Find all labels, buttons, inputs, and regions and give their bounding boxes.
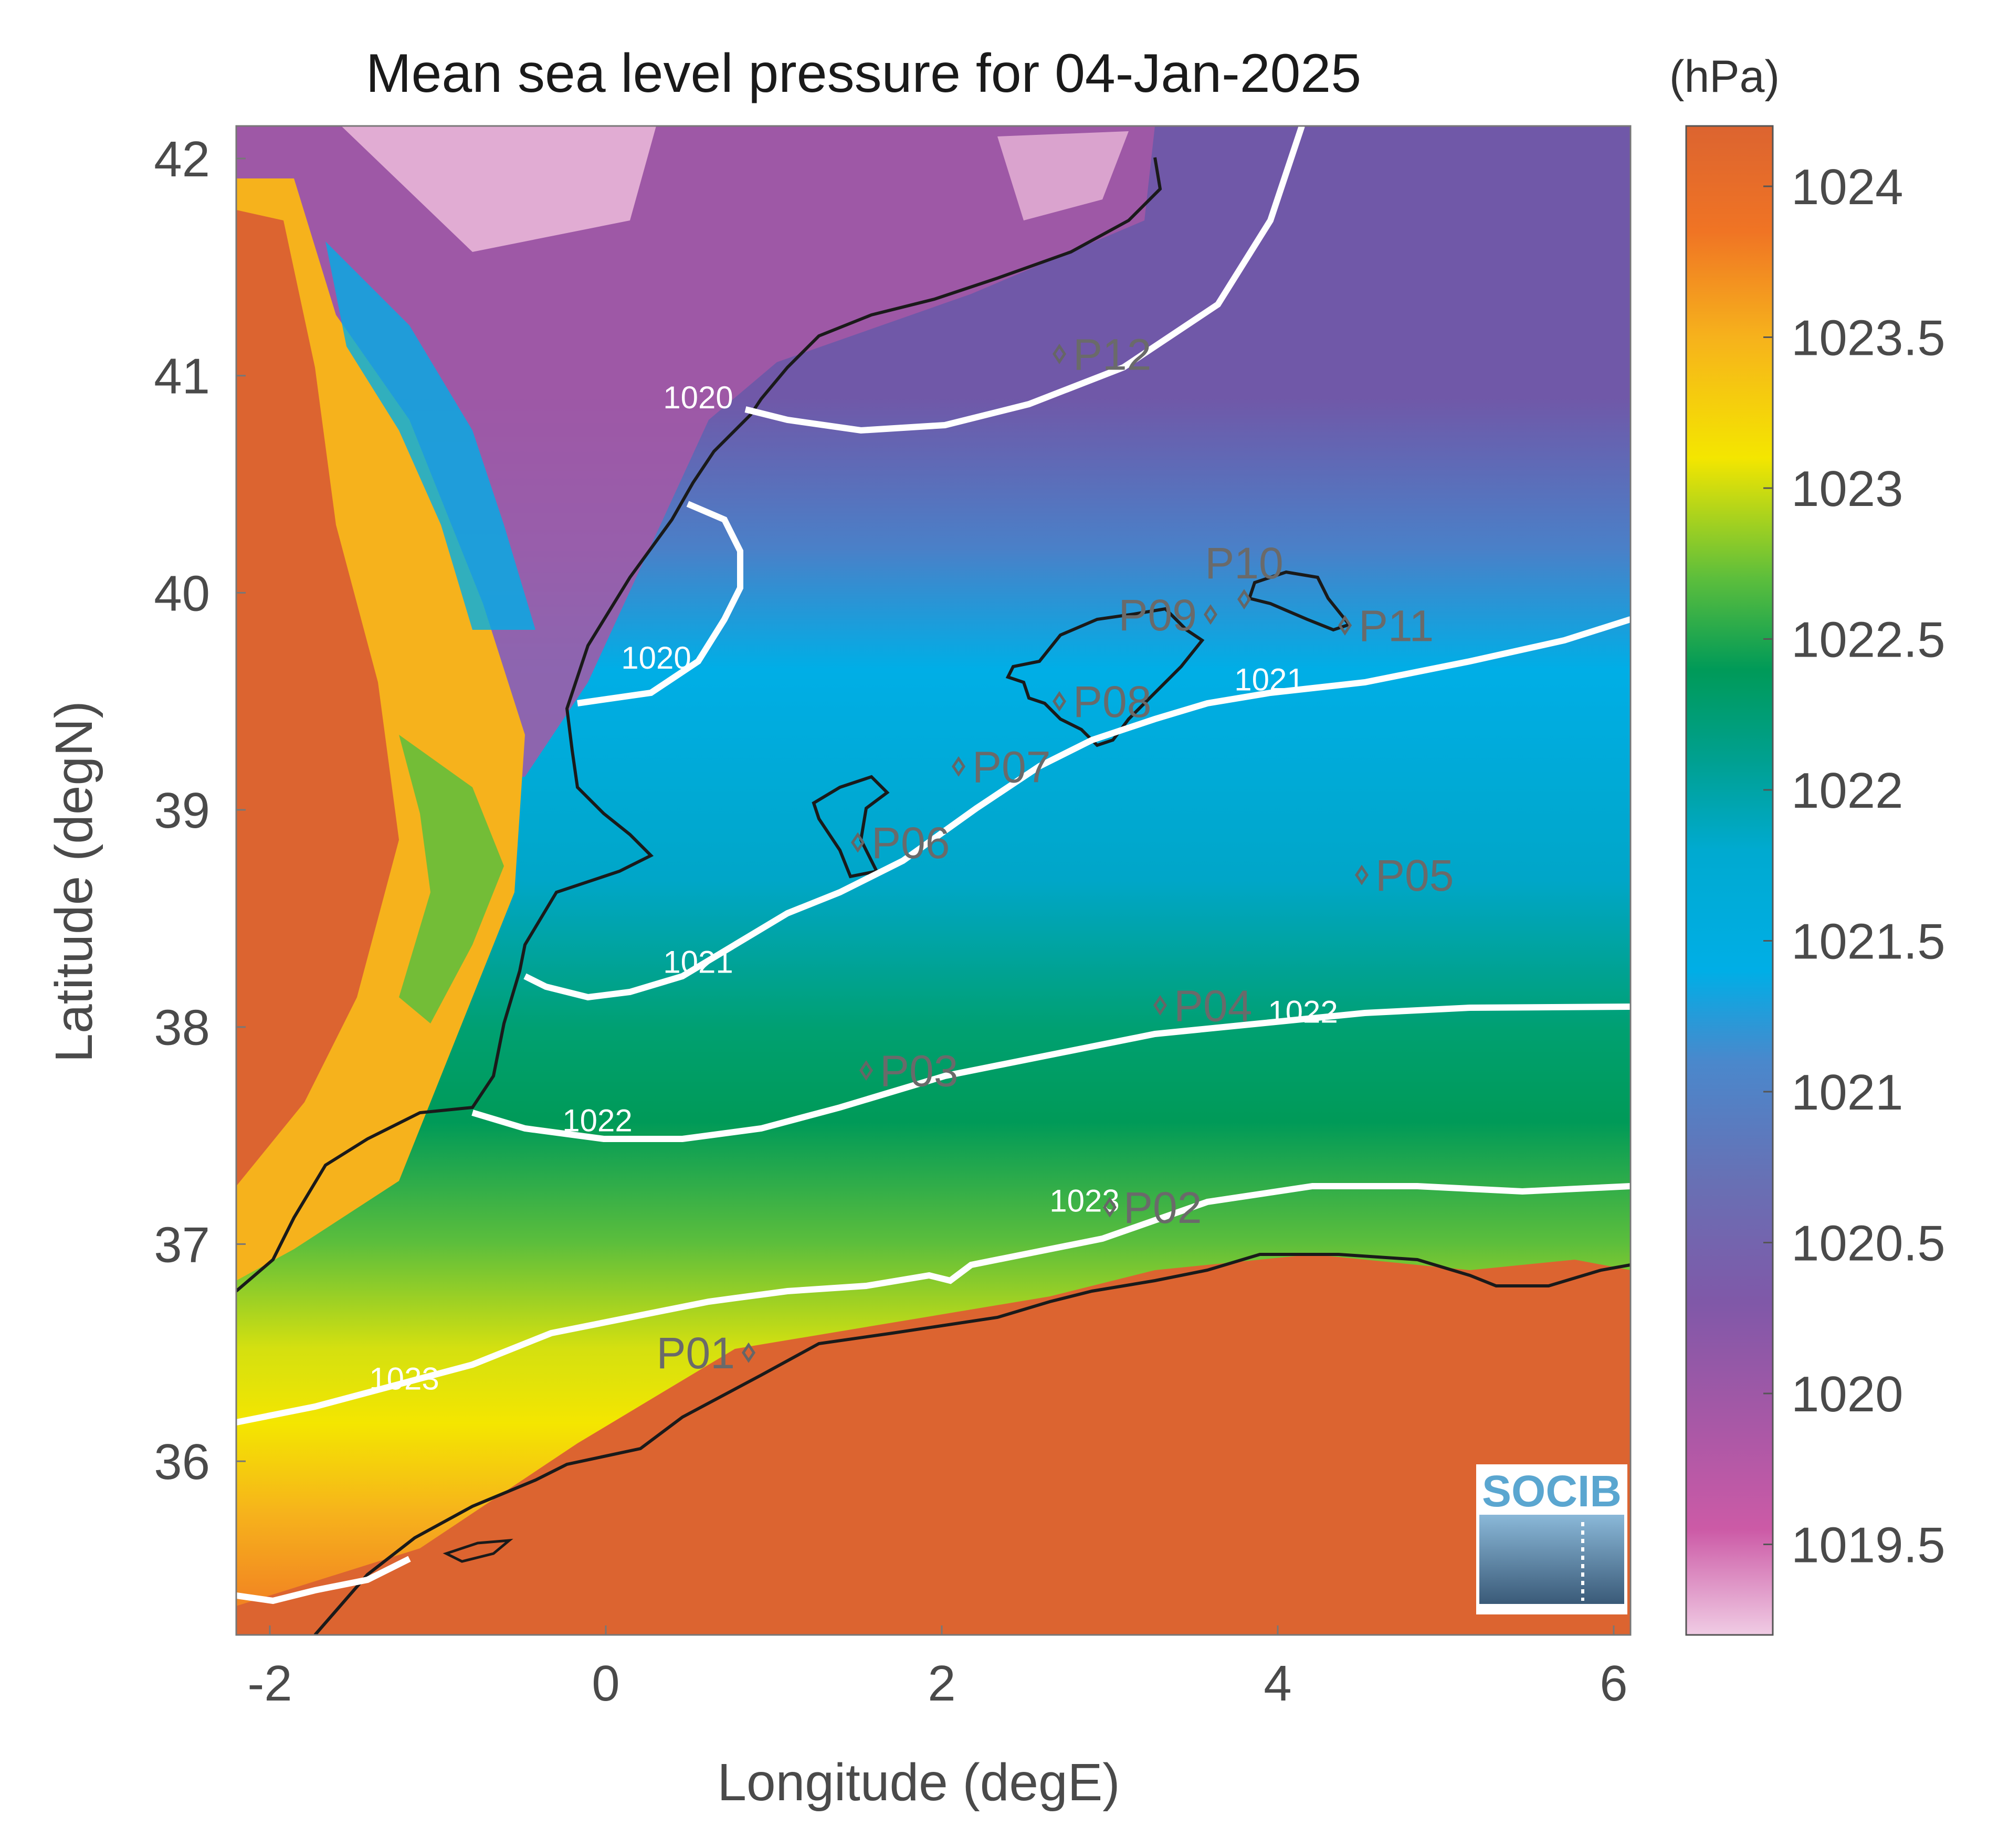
x-tick-label: 2 <box>928 1655 955 1712</box>
station-label: P05 <box>1375 851 1454 900</box>
colorbar-unit: (hPa) <box>1669 51 1780 102</box>
contour-label: 1020 <box>663 380 733 415</box>
socib-logo: SOCIB <box>1476 1464 1627 1614</box>
station-marker <box>1237 589 1251 610</box>
colorbar-tick-label: 1023 <box>1791 461 1903 517</box>
y-tick-label: 39 <box>154 783 210 839</box>
station-label: P09 <box>1119 590 1197 640</box>
contour-label: 1022 <box>1268 994 1338 1029</box>
colorbar-tick-label: 1020.5 <box>1791 1216 1945 1272</box>
chart-title: Mean sea level pressure for 04-Jan-2025 <box>366 43 1361 104</box>
station-label: P02 <box>1123 1183 1202 1232</box>
y-tick-label: 38 <box>154 1000 210 1056</box>
station-marker <box>1153 995 1167 1016</box>
station-label: P04 <box>1174 981 1252 1030</box>
station-marker <box>1052 691 1067 712</box>
africa-coastline <box>313 1253 1631 1635</box>
mallorca-coastline <box>1005 607 1205 747</box>
contour-1020-north <box>744 126 1305 434</box>
colorbar-tick-label: 1021.5 <box>1791 914 1945 970</box>
contour-label: 1022 <box>562 1103 632 1138</box>
x-axis-label: Longitude (degE) <box>717 1753 1120 1812</box>
y-tick-label: 42 <box>154 131 210 187</box>
station-label: P12 <box>1073 330 1151 379</box>
station-label: P08 <box>1073 677 1151 726</box>
colorbar-tick-label: 1019.5 <box>1791 1517 1945 1574</box>
contour-label: 1021 <box>663 944 733 979</box>
contour-label: 1021 <box>1234 662 1304 698</box>
africa-pressure-high <box>236 1254 1631 1635</box>
colorbar <box>1685 125 1774 1636</box>
station-marker <box>951 756 966 777</box>
contour-1022 <box>471 1004 1631 1142</box>
x-axis-ticks: -2 0 2 4 6 <box>247 1625 1628 1712</box>
logo-text: SOCIB <box>1482 1466 1622 1516</box>
station-label: P10 <box>1205 538 1283 588</box>
colorbar-ticks: 1019.5 1020 1020.5 1021 1021.5 1022 1022.5 1023… <box>1763 159 1945 1574</box>
station-label: P03 <box>880 1046 958 1095</box>
alboran-island-coastline <box>443 1538 513 1563</box>
contour-1021 <box>523 616 1631 1001</box>
station-label: P06 <box>871 818 950 868</box>
station-marker <box>1203 604 1218 625</box>
land-pressure-blue-band <box>325 241 535 630</box>
station-marker <box>850 832 865 853</box>
y-axis-label: Latitude (degN) <box>45 701 103 1062</box>
y-tick-label: 37 <box>154 1217 210 1273</box>
y-tick-label: 36 <box>154 1434 210 1490</box>
land-pressure-lowest-2 <box>997 131 1129 220</box>
station-label: P11 <box>1359 601 1434 650</box>
x-tick-label: 0 <box>592 1655 619 1712</box>
colorbar-tick-label: 1024 <box>1791 159 1903 215</box>
colorbar-tick-label: 1021 <box>1791 1064 1903 1121</box>
station-marker <box>741 1342 756 1363</box>
y-tick-label: 40 <box>154 565 210 621</box>
land-pressure-lowest <box>341 126 656 252</box>
y-tick-label: 41 <box>154 349 210 405</box>
colorbar-tick-label: 1022 <box>1791 763 1903 819</box>
contour-1023 <box>236 1183 1631 1425</box>
station-marker <box>859 1060 874 1081</box>
contour-1020-inland <box>577 501 743 706</box>
contour-label: 1023 <box>369 1361 439 1397</box>
iberia-coastline <box>236 157 1162 1293</box>
y-axis-ticks: 36 37 38 39 40 41 42 <box>154 131 246 1490</box>
station-label: P07 <box>972 742 1050 791</box>
land-pressure-high-orange <box>236 210 399 1186</box>
station-marker <box>1102 1197 1117 1218</box>
contour-label: 1020 <box>621 640 691 675</box>
x-tick-label: 6 <box>1600 1655 1627 1712</box>
station-label: P01 <box>657 1328 735 1378</box>
colorbar-tick-label: 1022.5 <box>1791 612 1945 668</box>
x-tick-label: 4 <box>1264 1655 1291 1712</box>
station-marker <box>1052 343 1067 364</box>
colorbar-tick-label: 1023.5 <box>1791 310 1945 366</box>
map-frame <box>235 125 1632 1636</box>
contour-1024 <box>236 1556 411 1604</box>
station-marker <box>1354 864 1369 885</box>
station-marker <box>1338 615 1352 636</box>
x-tick-label: -2 <box>247 1655 292 1712</box>
land-pressure-green-patch <box>399 735 504 1023</box>
colorbar-tick-label: 1020 <box>1791 1366 1903 1422</box>
